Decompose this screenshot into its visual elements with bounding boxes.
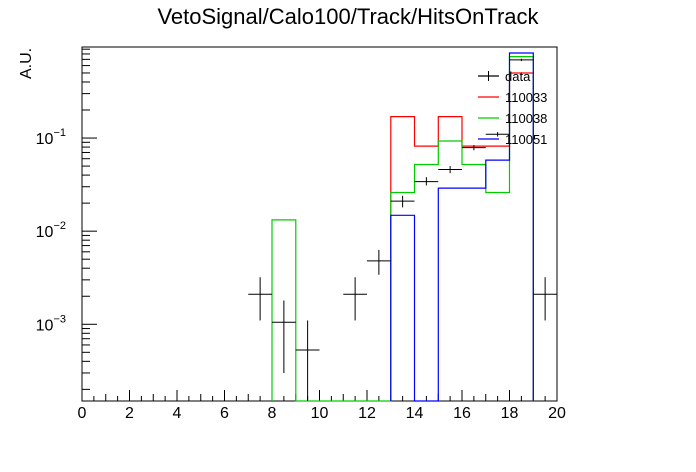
histogram-110038 [271, 56, 534, 402]
y-tick-exponent: −3 [53, 313, 66, 325]
x-tick-label: 12 [358, 405, 376, 422]
y-axis-label: A.U. [18, 48, 35, 79]
histograms [271, 52, 534, 402]
y-tick-exponent: −1 [53, 127, 66, 139]
x-tick-label: 6 [220, 405, 229, 422]
x-tick-label: 0 [78, 405, 87, 422]
y-tick-base: 10 [36, 131, 54, 148]
legend-label-data: data [505, 69, 531, 84]
x-tick-label: 4 [173, 405, 182, 422]
data-points [248, 58, 557, 401]
x-tick-label: 16 [453, 405, 471, 422]
x-tick-label: 2 [125, 405, 134, 422]
legend: data 110033 110038 110051 [478, 69, 547, 147]
y-tick-label: 10−2 [36, 220, 66, 241]
legend-label-110051: 110051 [505, 132, 547, 147]
chart-title: VetoSignal/Calo100/Track/HitsOnTrack [157, 4, 539, 29]
histogram-110051 [390, 52, 534, 402]
x-tick-label: 20 [548, 405, 566, 422]
y-tick-label: 10−1 [36, 127, 66, 148]
y-tick-base: 10 [36, 224, 54, 241]
legend-label-110033: 110033 [505, 90, 547, 105]
x-tick-label: 14 [406, 405, 424, 422]
y-tick-exponent: −2 [53, 220, 66, 232]
x-tick-label: 8 [268, 405, 277, 422]
legend-label-110038: 110038 [505, 111, 547, 126]
y-tick-label: 10−3 [36, 313, 66, 334]
plot-frame [81, 46, 558, 402]
x-tick-label: 10 [311, 405, 329, 422]
x-tick-label: 18 [501, 405, 519, 422]
y-tick-base: 10 [36, 317, 54, 334]
